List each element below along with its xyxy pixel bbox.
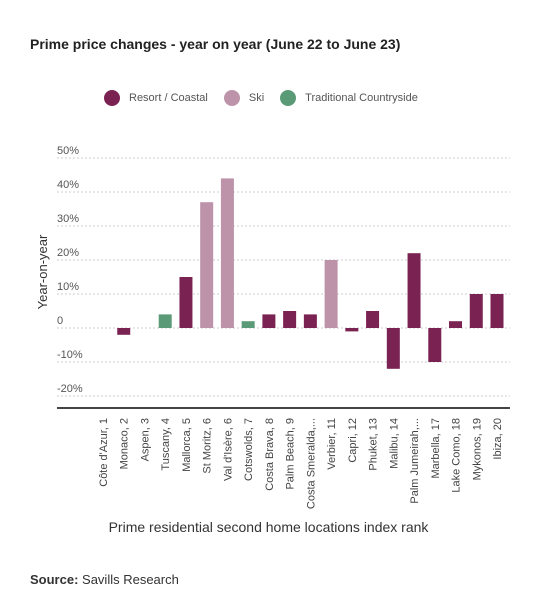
source-label: Source: bbox=[30, 572, 79, 587]
x-tick-label: Phuket, 13 bbox=[368, 418, 380, 471]
bar bbox=[158, 314, 172, 328]
y-tick-label: 40% bbox=[57, 179, 79, 191]
x-tick-label: Ibiza, 20 bbox=[492, 418, 504, 460]
bar bbox=[449, 321, 463, 328]
bar bbox=[117, 328, 131, 335]
bar bbox=[283, 311, 297, 328]
bar bbox=[324, 260, 338, 328]
x-tick-label: Val d'Isère, 6 bbox=[222, 418, 234, 481]
legend-swatch-ski bbox=[223, 90, 240, 106]
x-tick-label: Tuscany, 4 bbox=[160, 418, 172, 471]
y-tick-label: 20% bbox=[57, 247, 79, 259]
bar bbox=[303, 314, 317, 328]
legend-label-ski: Ski bbox=[248, 92, 265, 104]
bar bbox=[262, 314, 276, 328]
x-tick-label: Verbier, 11 bbox=[326, 418, 338, 470]
x-axis-label: Prime residential second home locations … bbox=[108, 519, 429, 535]
bar bbox=[366, 311, 380, 328]
x-tick-label: Cotswolds, 7 bbox=[243, 418, 255, 481]
x-tick-label: St Moritz, 6 bbox=[202, 418, 214, 474]
legend-item-ski: Ski bbox=[223, 90, 265, 106]
bar bbox=[200, 202, 214, 328]
x-tick-label: Costa Smeralda,... bbox=[305, 418, 317, 509]
y-tick-label: -20% bbox=[57, 383, 83, 395]
source-text: Savills Research bbox=[82, 572, 179, 587]
bar bbox=[220, 178, 234, 328]
legend: Resort / Coastal Ski Traditional Country… bbox=[104, 90, 434, 106]
legend-swatch-resort bbox=[104, 90, 120, 106]
x-tick-label: Lake Como, 18 bbox=[451, 418, 463, 493]
bar bbox=[490, 294, 504, 328]
x-tick-label: Monaco, 2 bbox=[119, 418, 131, 469]
x-tick-label: Mykonos, 19 bbox=[471, 418, 483, 480]
y-tick-labels: 50% 40% 30% 20% 10% 0 -10% -20% bbox=[57, 145, 83, 395]
legend-swatch-countryside bbox=[280, 90, 297, 106]
bar bbox=[469, 294, 483, 328]
source-note: Source: Savills Research bbox=[30, 572, 179, 587]
x-tick-label: Mallorca, 5 bbox=[181, 418, 193, 472]
bar bbox=[428, 328, 442, 362]
x-tick-label: Côte d'Azur, 1 bbox=[98, 418, 110, 487]
x-tick-labels: Côte d'Azur, 1 Monaco, 2 Aspen, 3 Tuscany, … bbox=[98, 418, 504, 509]
legend-label-countryside: Traditional Countryside bbox=[305, 92, 418, 104]
legend-item-resort: Resort / Coastal bbox=[104, 90, 208, 106]
bar bbox=[386, 328, 400, 369]
y-tick-label: -10% bbox=[57, 349, 83, 361]
x-tick-label: Palm Jumeirah,... bbox=[409, 418, 421, 504]
chart-title: Prime price changes - year on year (June… bbox=[30, 36, 401, 52]
x-tick-label: Capri, 12 bbox=[347, 418, 359, 463]
bar bbox=[407, 253, 421, 328]
x-tick-label: Costa Brava, 8 bbox=[264, 418, 276, 491]
x-tick-label: Marbella, 17 bbox=[430, 418, 442, 479]
y-tick-label: 10% bbox=[57, 281, 79, 293]
y-tick-label: 50% bbox=[57, 145, 79, 157]
x-tick-label: Aspen, 3 bbox=[139, 418, 151, 461]
bar bbox=[179, 277, 193, 328]
x-tick-label: Palm Beach, 9 bbox=[285, 418, 297, 490]
legend-label-resort: Resort / Coastal bbox=[129, 92, 208, 104]
bar bbox=[241, 321, 255, 328]
bar bbox=[345, 328, 359, 332]
bars bbox=[117, 178, 504, 369]
gridlines bbox=[57, 157, 510, 409]
x-tick-label: Malibu, 14 bbox=[388, 418, 400, 469]
legend-item-countryside: Traditional Countryside bbox=[280, 90, 418, 106]
bar-chart: 50% 40% 30% 20% 10% 0 -10% -20% Côte d'Azur, 1 M… bbox=[35, 145, 510, 509]
y-tick-label: 0 bbox=[57, 315, 63, 327]
y-axis-label: Year-on-year bbox=[35, 234, 50, 309]
y-tick-label: 30% bbox=[57, 213, 79, 225]
